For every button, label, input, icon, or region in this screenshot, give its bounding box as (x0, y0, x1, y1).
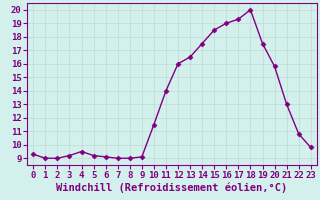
X-axis label: Windchill (Refroidissement éolien,°C): Windchill (Refroidissement éolien,°C) (56, 182, 288, 193)
